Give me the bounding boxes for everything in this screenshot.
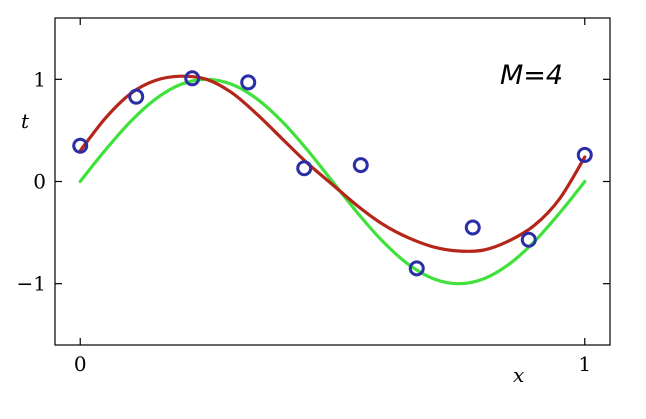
x-tick-label: 0 (74, 352, 87, 376)
ticks (55, 18, 610, 345)
data-point (128, 88, 145, 105)
y-tick-label: −1 (17, 272, 46, 296)
curves (78, 74, 587, 286)
data-points (72, 70, 593, 277)
fitted-curve-line (78, 74, 587, 253)
x-axis-label: x (513, 363, 524, 387)
data-point (72, 137, 89, 154)
y-tick-label: 1 (33, 67, 46, 91)
data-point (408, 260, 425, 277)
data-point (296, 160, 313, 177)
data-point (184, 70, 201, 87)
data-point (464, 219, 481, 236)
model-order-annotation: M=4 (500, 60, 563, 91)
data-point (352, 157, 369, 174)
y-axis-label: t (21, 109, 30, 133)
x-tick-label: 1 (578, 352, 591, 376)
tick-labels: −1 0 1 0 1 (17, 67, 592, 376)
y-tick-label: 0 (33, 170, 46, 194)
data-point (520, 231, 537, 248)
data-point (576, 146, 593, 163)
data-point (240, 74, 257, 91)
true-curve-line (78, 77, 587, 286)
